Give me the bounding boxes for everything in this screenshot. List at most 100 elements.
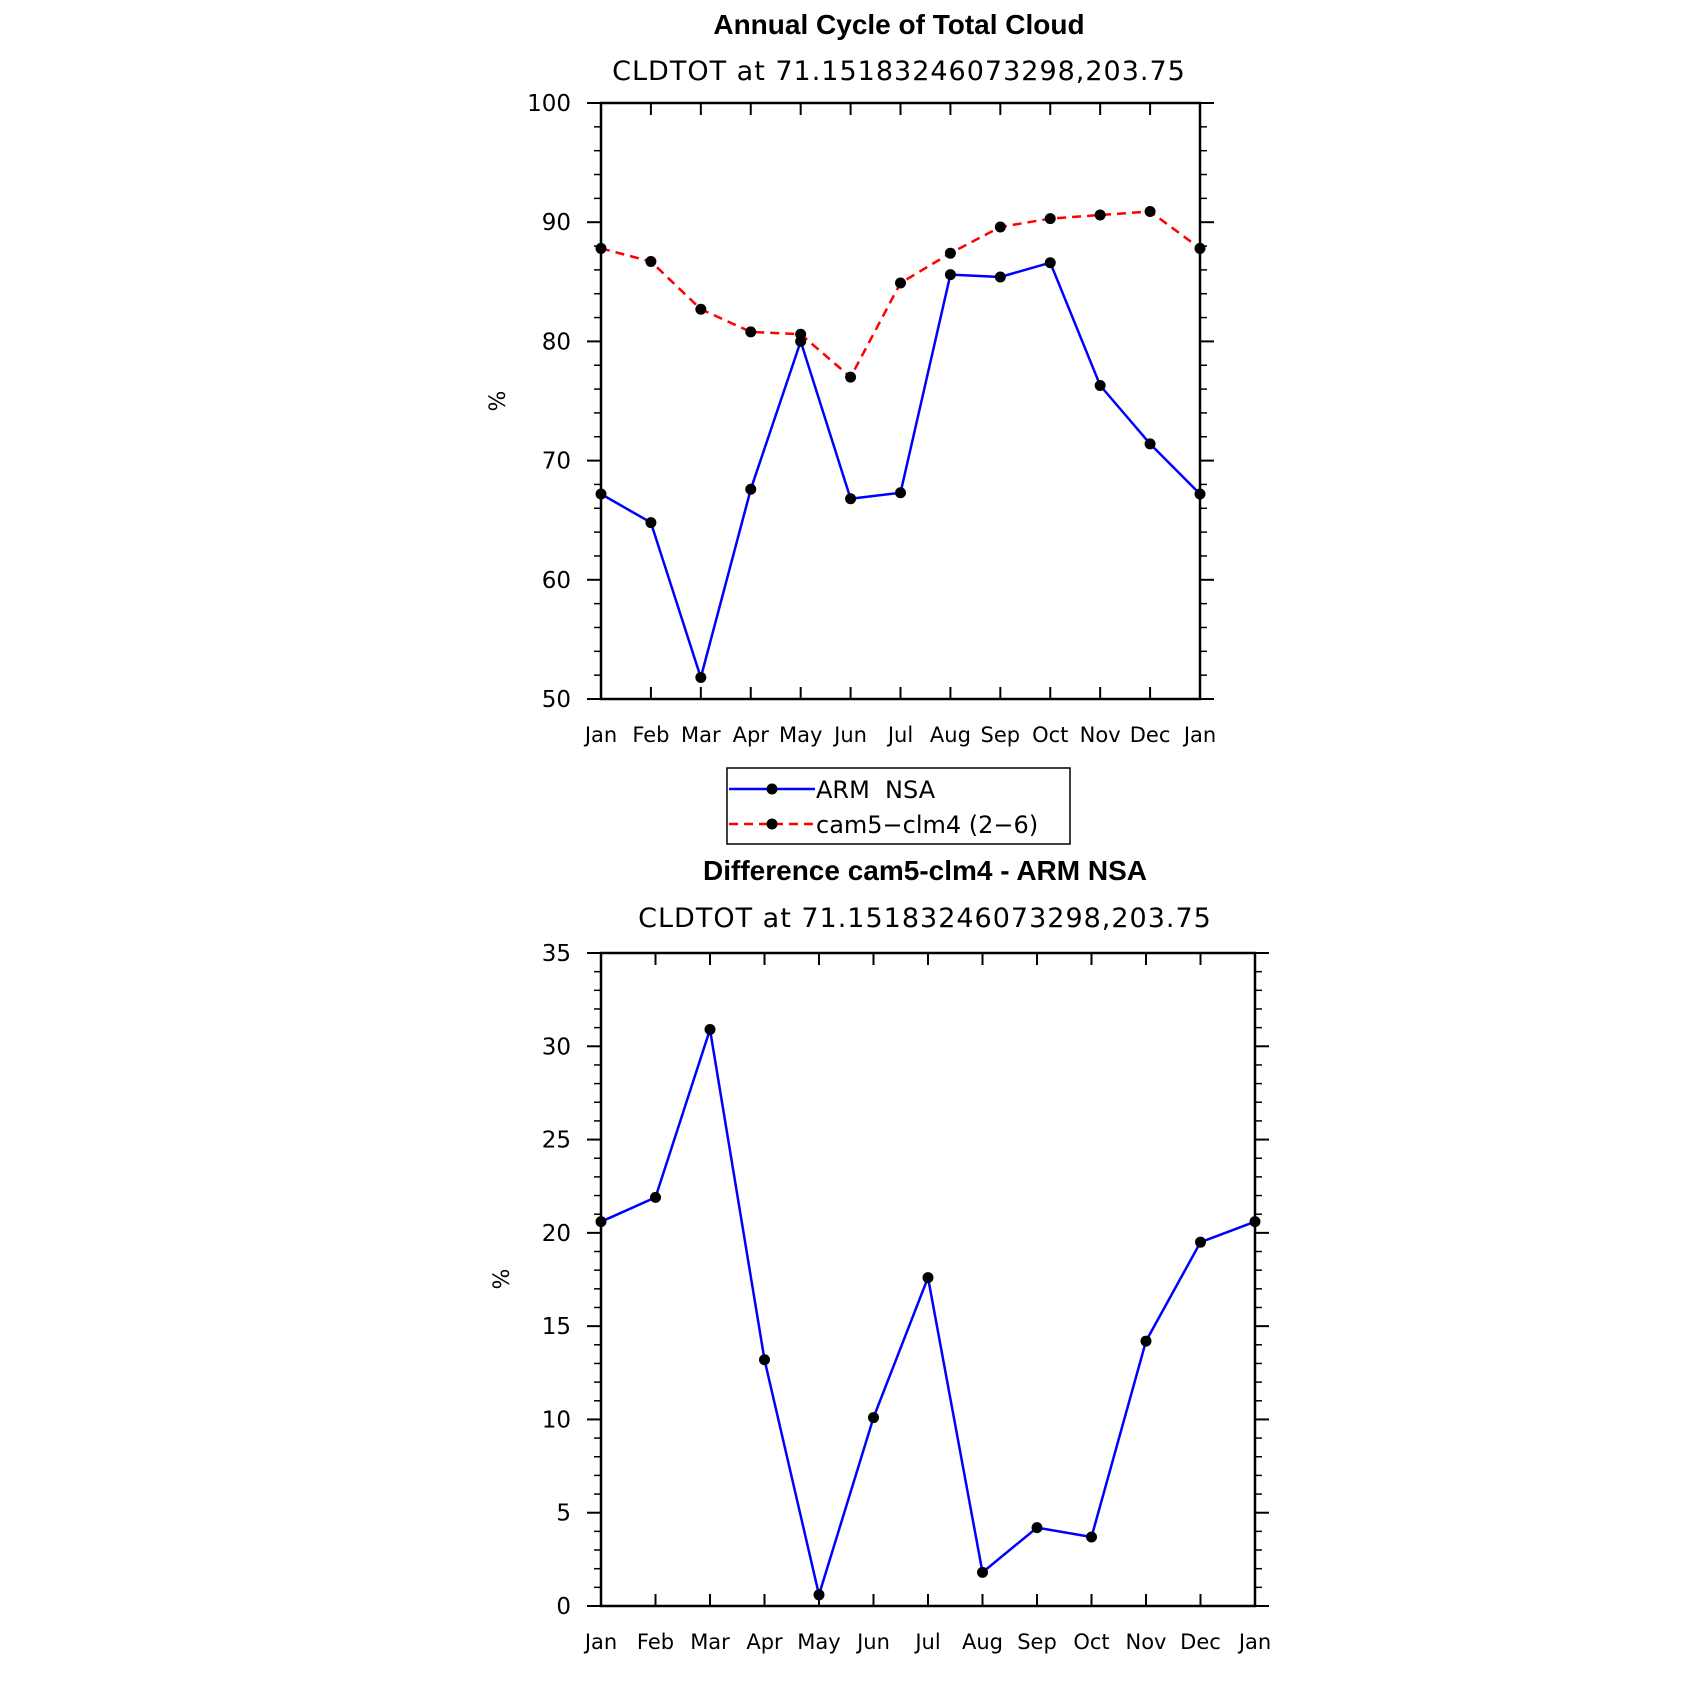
data-point [795,328,807,340]
legend-marker-cam5 [766,818,778,830]
plot-frame [599,101,1202,701]
series-lines [600,1028,1256,1597]
x-tick-label: Oct [1073,1630,1109,1654]
x-tick-label: Dec [1180,1630,1221,1654]
x-tick-label: Dec [1130,723,1171,747]
data-point [745,483,757,495]
data-point [1044,213,1056,225]
x-tick-label: Mar [681,723,721,747]
y-axis-label: % [486,391,511,412]
data-point [759,1354,770,1366]
y-tick-label: 0 [556,1594,571,1620]
series-markers [595,205,1206,684]
x-tick-label: Jul [913,1630,940,1654]
tick-labels: Jan Feb Mar Apr May Jun Jul Aug Sep Oct Nov Dec Jan 5… [527,91,1216,747]
data-point [1044,257,1056,269]
data-point [977,1566,988,1578]
y-axis-label: % [490,1269,515,1290]
data-point [994,271,1006,283]
y-tick-label: 20 [542,1221,571,1247]
x-tick-label: Jul [886,723,913,747]
legend-label-arm-nsa: ARM NSA [816,776,936,804]
y-tick-label: 25 [542,1128,571,1154]
data-point [813,1589,825,1601]
legend-marker-arm-nsa [766,783,778,795]
data-point [1094,380,1106,392]
data-point [645,517,657,529]
data-point [1195,1236,1206,1248]
data-point [1094,209,1106,221]
x-tick-label: Jan [1237,1630,1271,1654]
legend-label-cam5: cam5−clm4 (2−6) [816,811,1038,839]
data-point [845,371,857,383]
series-line-1 [600,210,1201,379]
tick-labels: Jan Feb Mar Apr May Jun Jul Aug Sep Oct Nov Dec Jan 0… [542,941,1271,1654]
axis-ticks [587,102,1214,700]
x-tick-label: May [779,723,822,747]
x-tick-label: Aug [930,723,971,747]
y-tick-label: 35 [542,941,571,967]
chart-subtitle: CLDTOT at 71.15183246073298,203.75 [612,56,1186,87]
legend: ARM NSA cam5−clm4 (2−6) [726,767,1071,845]
data-point [845,493,857,505]
chart-subtitle: CLDTOT at 71.15183246073298,203.75 [638,903,1212,934]
x-tick-label: Sep [981,723,1021,747]
x-tick-label: Mar [690,1630,730,1654]
data-point [1086,1531,1097,1543]
x-tick-label: Jun [855,1630,890,1654]
x-tick-label: Nov [1080,723,1121,747]
x-tick-label: May [797,1630,840,1654]
x-tick-label: Feb [632,723,669,747]
data-point [994,221,1006,233]
legend-box [726,767,1071,845]
x-tick-label: Jan [1182,723,1216,747]
chart-title: Annual Cycle of Total Cloud [713,9,1084,40]
y-tick-label: 80 [542,329,571,355]
x-tick-label: Aug [962,1630,1003,1654]
x-tick-label: Nov [1126,1630,1167,1654]
axis-ticks [587,952,1269,1607]
series-markers [595,1023,1261,1601]
series-line-0 [600,261,1201,679]
data-point [944,247,956,259]
data-point [695,672,707,684]
data-point [1194,242,1206,254]
y-tick-label: 100 [527,91,571,117]
data-point [1140,1335,1152,1347]
data-point [1144,205,1156,217]
data-point [595,242,607,254]
y-tick-label: 30 [542,1034,571,1060]
data-point [1194,488,1206,500]
y-tick-label: 50 [542,687,571,713]
series-line-0 [600,1028,1256,1597]
chart-annual-cycle: Annual Cycle of Total Cloud CLDTOT at 71… [486,9,1216,747]
data-point [944,269,956,281]
x-tick-label: Jan [583,1630,617,1654]
x-tick-label: Feb [637,1630,674,1654]
y-tick-label: 15 [542,1314,571,1340]
data-point [645,256,657,268]
chart-difference: Difference cam5-clm4 - ARM NSA CLDTOT at… [490,855,1271,1654]
x-tick-label: Apr [746,1630,783,1654]
data-point [1249,1216,1261,1228]
data-point [922,1272,934,1284]
data-point [595,1216,607,1228]
data-point [895,277,906,289]
y-tick-label: 10 [542,1407,571,1433]
data-point [695,303,707,315]
x-tick-label: Jan [583,723,617,747]
data-point [1031,1522,1043,1534]
x-tick-label: Oct [1032,723,1068,747]
data-point [704,1023,716,1035]
data-point [595,488,607,500]
y-tick-label: 5 [556,1501,571,1527]
y-tick-label: 90 [542,210,571,236]
data-point [895,487,906,499]
y-tick-label: 70 [542,449,571,475]
chart-title: Difference cam5-clm4 - ARM NSA [703,855,1147,886]
x-tick-label: Jun [832,723,867,747]
x-tick-label: Sep [1017,1630,1057,1654]
data-point [1144,438,1156,450]
data-point [650,1191,661,1203]
